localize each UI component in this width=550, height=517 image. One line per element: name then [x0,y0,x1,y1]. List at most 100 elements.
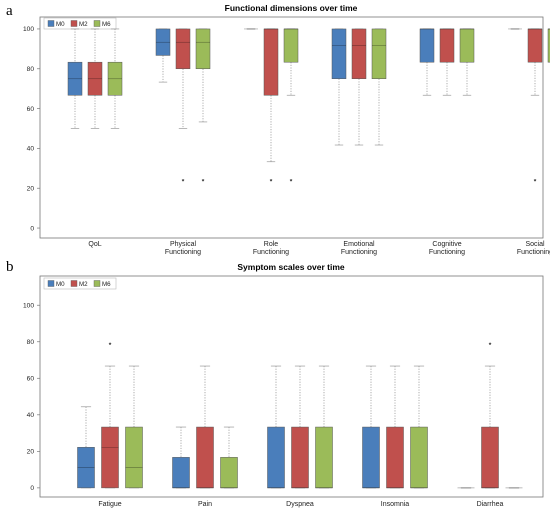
y-tick-label: 0 [30,225,34,232]
box-m6 [220,426,238,489]
box-m0 [267,365,285,489]
box-m2 [439,28,455,96]
category-group: * Diarrhea [457,342,523,508]
box-m6 [410,365,428,489]
legend-swatch-m0 [47,20,55,27]
box-m0 [155,28,171,83]
category-label: Functioning [253,249,289,256]
legend-label-m2: M2 [79,281,88,288]
box-m2 [196,365,214,489]
category-label: Emotional [343,241,375,248]
legend-label-m6: M6 [102,281,111,288]
box-body [107,61,123,96]
y-tick-label: 20 [27,186,35,193]
chart-symptom-scales: Symptom scales over time 0 20 40 60 80 100 M0 M2… [23,262,544,508]
panel-letter-b: b [6,259,14,275]
box-m6 [125,365,143,489]
legend-box [43,277,117,290]
y-tick-label: 100 [23,26,34,33]
box-m6 [315,365,333,489]
legend: M0 M2 M6 [43,17,117,30]
box-body [87,61,103,96]
plot-frame [39,275,544,498]
legend-label-m6: M6 [102,21,111,28]
category-label: QoL [88,241,101,248]
box-body [351,28,367,79]
box-body [196,426,214,489]
category-group: QoL [67,28,123,248]
outlier-marker: * [109,342,112,349]
category-label: Role [264,241,279,248]
box-m2: * [101,342,119,489]
box-m2 [386,365,404,489]
box-body [331,28,347,79]
box-body [439,28,455,63]
category-label: Cognitive [432,241,461,248]
chart-title: Symptom scales over time [237,262,345,272]
box-body [283,28,299,63]
box-body [77,447,95,489]
box-body [362,426,380,489]
box-body [371,28,387,79]
box-body [125,426,143,489]
box-m2 [87,28,103,129]
y-tick-label: 100 [23,303,34,310]
category-label: Dyspnea [286,501,314,508]
y-tick-label: 0 [30,485,34,492]
y-tick-label: 80 [27,66,35,73]
y-tick-label: 80 [27,339,35,346]
box-m6 [107,28,123,129]
category-label: Social [525,241,545,248]
box-body [527,28,543,63]
legend-label-m0: M0 [56,281,65,288]
box-m2: * [481,342,499,489]
outlier-marker: * [290,178,293,185]
outlier-marker: * [270,178,273,185]
box-m2 [351,28,367,146]
box-m0 [172,426,190,489]
y-tick-label: 40 [27,146,35,153]
box-m6: * [195,28,211,185]
outlier-marker: * [202,178,205,185]
category-label: Functioning [165,249,201,256]
box-m2: * [175,28,191,185]
box-m2: * [527,28,543,185]
legend-box [43,17,117,30]
box-body [155,28,171,56]
y-tick-label: 60 [27,376,35,383]
box-body [315,426,333,489]
legend-label-m2: M2 [79,21,88,28]
box-body [267,426,285,489]
box-body [459,28,475,63]
box-body [386,426,404,489]
category-label: Functioning [341,249,377,256]
chart-title: Functional dimensions over time [225,3,358,13]
legend-label-m0: M0 [56,21,65,28]
y-tick-label: 40 [27,412,35,419]
box-body [101,426,119,489]
legend-swatch-m6 [93,20,101,27]
panel-letter-a: a [6,3,13,19]
box-m0 [77,406,95,489]
legend-swatch-m0 [47,280,55,287]
legend-swatch-m2 [70,280,78,287]
y-tick-label: 60 [27,106,35,113]
category-label: Functioning [517,249,550,256]
box-body [263,28,279,96]
box-m6 [371,28,387,146]
box-m6 [547,28,550,63]
box-body [220,457,238,489]
y-tick-label: 20 [27,449,35,456]
category-group: Dyspnea [267,365,333,508]
box-m0 [331,28,347,146]
box-m2 [291,365,309,489]
category-label: Pain [198,501,212,508]
box-m2: * [263,28,279,185]
box-body [547,28,550,63]
category-label: Functioning [429,249,465,256]
